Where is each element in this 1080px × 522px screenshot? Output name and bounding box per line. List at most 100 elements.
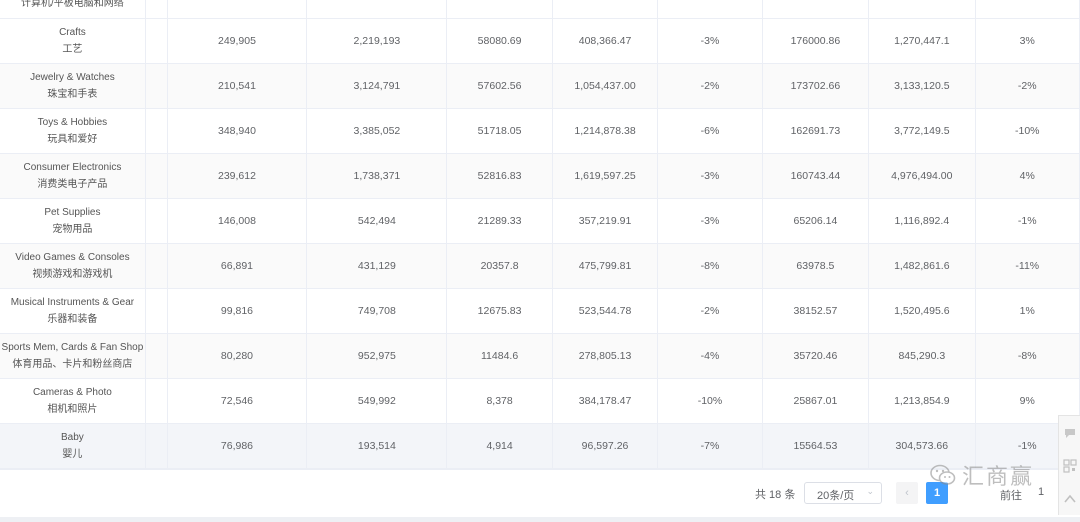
value-cell-v2: 542,494 [307, 199, 448, 243]
value-cell-v8: -10% [976, 109, 1080, 153]
value-cell-v4: 384,178.47 [553, 379, 659, 423]
value-cell-v1: 76,986 [168, 424, 308, 468]
value-cell-v7: 4,976,494.00 [869, 154, 976, 198]
value-cell-v2: 193,514 [307, 424, 448, 468]
pagination: 共 18 条 20条/页 ⌄ ‹ 1 前往 1 [0, 469, 1080, 517]
value-cell-v3: 52816.83 [447, 154, 553, 198]
value-cell-v7: 1,213,854.9 [869, 379, 976, 423]
value-cell-v4: 408,366.47 [553, 19, 659, 63]
category-zh: 相机和照片 [47, 404, 98, 415]
value-cell-v7: 845,290.3 [869, 334, 976, 378]
value-cell-v6: 25867.01 [763, 379, 870, 423]
spacer-cell [146, 0, 168, 18]
value-cell-v6: 65206.14 [763, 199, 870, 243]
value-cell-v5: -8% [658, 244, 763, 288]
category-cell: Crafts 工艺 [0, 19, 146, 63]
page-size-select[interactable]: 20条/页 ⌄ [804, 482, 882, 504]
spacer-cell [146, 334, 168, 378]
watermark: 汇商赢 [930, 455, 1050, 495]
category-en: Cameras & Photo [32, 387, 112, 398]
value-cell-v2: 3,385,052 [307, 109, 448, 153]
cell [168, 0, 308, 18]
value-cell-v6: 160743.44 [763, 154, 870, 198]
value-cell-v2: 549,992 [307, 379, 448, 423]
cell [658, 0, 763, 18]
value-cell-v3: 21289.33 [447, 199, 553, 243]
spacer-cell [146, 154, 168, 198]
value-cell-v1: 348,940 [168, 109, 308, 153]
value-cell-v1: 239,612 [168, 154, 308, 198]
value-cell-v3: 11484.6 [447, 334, 553, 378]
value-cell-v6: 162691.73 [763, 109, 870, 153]
category-en: Jewelry & Watches [30, 72, 115, 83]
table-row: Crafts 工艺 249,905 2,219,193 58080.69 408,366.… [0, 19, 1080, 64]
spacer-cell [146, 199, 168, 243]
cell [976, 0, 1080, 18]
value-cell-v6: 35720.46 [763, 334, 870, 378]
category-en: Toys & Hobbies [37, 117, 108, 128]
category-cell: Baby 婴儿 [0, 424, 146, 468]
value-cell-v2: 749,708 [307, 289, 448, 333]
value-cell-v5: -6% [658, 109, 763, 153]
category-zh: 计算机/平板电脑和网络 [21, 0, 124, 9]
category-zh: 玩具和爱好 [47, 134, 98, 145]
category-zh: 体育用品、卡片和粉丝商店 [12, 359, 133, 370]
chat-icon[interactable] [1059, 416, 1080, 449]
table-row: Musical Instruments & Gear 乐器和装备 99,816 749… [0, 289, 1080, 334]
value-cell-v2: 431,129 [307, 244, 448, 288]
value-cell-v4: 1,054,437.00 [553, 64, 659, 108]
total-count: 共 18 条 [755, 489, 796, 501]
value-cell-v7: 1,520,495.6 [869, 289, 976, 333]
value-cell-v6: 38152.57 [763, 289, 870, 333]
value-cell-v3: 4,914 [447, 424, 553, 468]
value-cell-v5: -3% [658, 154, 763, 198]
table-row: Consumer Electronics 消费类电子产品 239,612 1,738,… [0, 154, 1080, 199]
spacer-cell [146, 19, 168, 63]
value-cell-v3: 12675.83 [447, 289, 553, 333]
value-cell-v4: 523,544.78 [553, 289, 659, 333]
value-cell-v5: -2% [658, 289, 763, 333]
back-to-top-icon[interactable] [1059, 482, 1080, 515]
spacer-cell [146, 424, 168, 468]
value-cell-v1: 66,891 [168, 244, 308, 288]
value-cell-v5: -3% [658, 199, 763, 243]
value-cell-v5: -7% [658, 424, 763, 468]
value-cell-v7: 3,772,149.5 [869, 109, 976, 153]
table-row-partial: 计算机/平板电脑和网络 [0, 0, 1080, 19]
value-cell-v5: -4% [658, 334, 763, 378]
value-cell-v4: 96,597.26 [553, 424, 659, 468]
goto-page-input[interactable]: 1 [1038, 486, 1045, 498]
spacer-cell [146, 109, 168, 153]
table-row: Cameras & Photo 相机和照片 72,546 549,992 8,378 38… [0, 379, 1080, 424]
value-cell-v7: 3,133,120.5 [869, 64, 976, 108]
value-cell-v1: 249,905 [168, 19, 308, 63]
category-cell: Cameras & Photo 相机和照片 [0, 379, 146, 423]
category-cell: Jewelry & Watches 珠宝和手表 [0, 64, 146, 108]
qrcode-icon[interactable] [1059, 449, 1080, 482]
value-cell-v8: 9% [976, 379, 1080, 423]
page-number-1[interactable]: 1 [926, 482, 948, 504]
category-zh: 宠物用品 [52, 224, 93, 235]
page-size-value: 20条/页 [817, 490, 855, 502]
value-cell-v3: 20357.8 [447, 244, 553, 288]
value-cell-v2: 1,738,371 [307, 154, 448, 198]
category-en: Consumer Electronics [23, 162, 122, 173]
category-zh: 珠宝和手表 [47, 89, 98, 100]
value-cell-v4: 357,219.91 [553, 199, 659, 243]
value-cell-v3: 58080.69 [447, 19, 553, 63]
value-cell-v6: 176000.86 [763, 19, 870, 63]
value-cell-v2: 3,124,791 [307, 64, 448, 108]
category-en: Musical Instruments & Gear [10, 297, 135, 308]
category-en: Crafts [59, 27, 86, 38]
value-cell-v1: 72,546 [168, 379, 308, 423]
value-cell-v8: -2% [976, 64, 1080, 108]
table-row: Jewelry & Watches 珠宝和手表 210,541 3,124,791 57… [0, 64, 1080, 109]
cell [869, 0, 976, 18]
value-cell-v1: 210,541 [168, 64, 308, 108]
category-en: Pet Supplies [44, 207, 101, 218]
prev-page-button[interactable]: ‹ [896, 482, 918, 504]
category-zh: 婴儿 [62, 449, 83, 460]
cell [553, 0, 659, 18]
spacer-cell [146, 64, 168, 108]
category-zh: 视频游戏和游戏机 [32, 269, 113, 280]
